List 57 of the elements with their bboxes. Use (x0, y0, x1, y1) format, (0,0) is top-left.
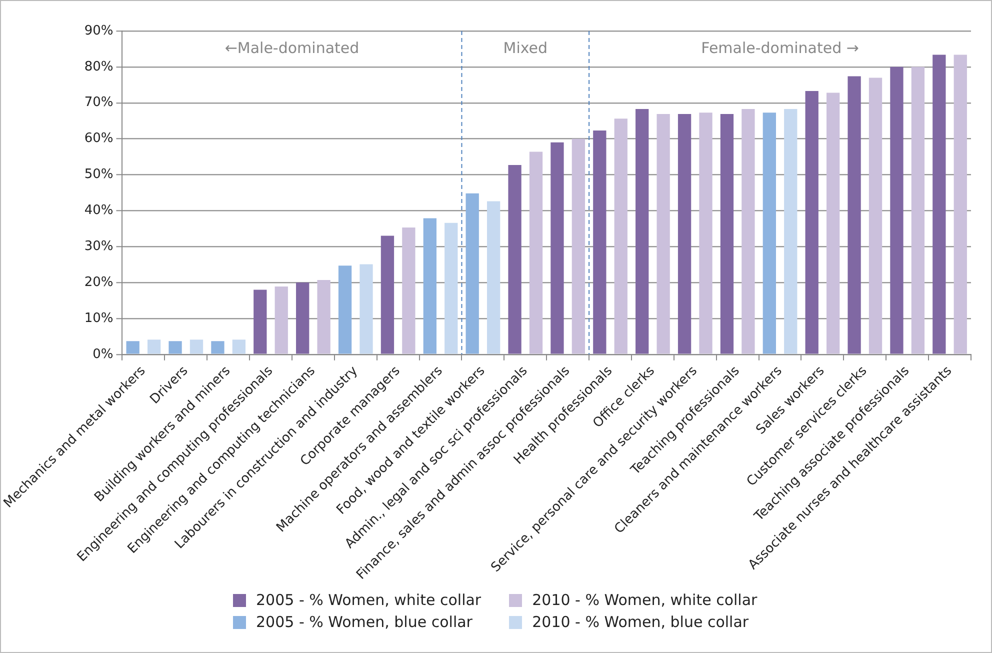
bar (338, 266, 352, 354)
bar (593, 130, 606, 354)
bar (190, 340, 204, 354)
bar (848, 76, 861, 354)
bar (954, 54, 967, 354)
bar (636, 108, 649, 354)
bar (762, 112, 776, 354)
bar (699, 112, 712, 354)
bar (932, 54, 946, 354)
bar (890, 66, 904, 354)
bar (211, 341, 224, 354)
bar (784, 108, 798, 354)
bar (254, 290, 267, 354)
bar (742, 108, 755, 354)
bar (380, 236, 394, 354)
bar (317, 280, 330, 354)
bar (360, 264, 373, 354)
y-tick-label: 70% (84, 95, 114, 110)
annotation: ←Male-dominated (224, 38, 360, 57)
bar (805, 91, 818, 354)
y-tick-label: 50% (84, 167, 114, 182)
bar (444, 222, 458, 354)
annotation: Mixed (503, 38, 548, 57)
y-tick-label: 10% (84, 310, 114, 326)
y-tick-label: 60% (84, 131, 114, 146)
bar (402, 228, 416, 354)
bar (550, 142, 564, 354)
bar (423, 218, 436, 354)
bar (508, 165, 522, 354)
y-tick-label: 20% (84, 274, 114, 290)
bar (486, 201, 500, 354)
y-tick-label: 40% (84, 203, 114, 218)
legend-label: 2005 - % Women, blue collar (256, 613, 472, 631)
bar (826, 92, 840, 354)
bar (168, 341, 182, 354)
y-tick-label: 90% (84, 23, 114, 38)
bar (868, 78, 882, 354)
y-tick-label: 0% (92, 346, 114, 362)
bar (529, 152, 543, 354)
bar (656, 114, 670, 354)
bar (147, 340, 161, 354)
bar (911, 66, 925, 354)
bar (720, 114, 734, 354)
bar (232, 340, 246, 354)
legend-label: 2010 - % Women, blue collar (532, 613, 749, 631)
bar (466, 193, 479, 354)
bar (614, 118, 628, 354)
legend-label: 2010 - % Women, white collar (532, 591, 758, 609)
bar (274, 286, 288, 354)
y-tick-label: 80% (84, 59, 114, 74)
y-tick-label: 30% (84, 238, 114, 254)
bar (296, 282, 310, 354)
annotation: Female-dominated → (701, 38, 859, 57)
bar (126, 341, 140, 354)
bar (572, 138, 586, 354)
legend-label: 2005 - % Women, white collar (256, 591, 482, 609)
bar (678, 114, 692, 354)
